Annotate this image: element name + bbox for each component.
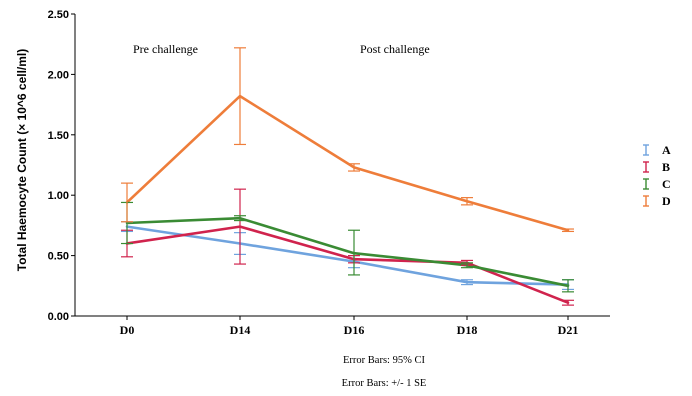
error-bar-d [348, 163, 360, 172]
legend-label: C [662, 177, 671, 191]
error-bar-b [562, 299, 574, 306]
y-axis-label: Total Haemocyte Count (× 10^6 cell/ml) [15, 49, 29, 272]
annotation-post-challenge: Post challenge [360, 42, 430, 56]
annotation-pre-challenge: Pre challenge [133, 42, 198, 56]
error-bar-d [234, 47, 246, 146]
error-bar-c [348, 229, 360, 276]
error-bars-note-ci: Error Bars: 95% CI [343, 355, 425, 366]
error-bar-a [461, 279, 473, 286]
series-lines [125, 94, 570, 305]
legend-label: D [662, 194, 671, 208]
error-bar-d [461, 197, 473, 206]
error-bars [121, 47, 574, 306]
error-bar-c [562, 279, 574, 293]
x-tick-label: D18 [457, 323, 478, 337]
y-tick-label: 1.50 [48, 130, 69, 142]
x-tick-labels: D0 D14 D16 D18 D21 [120, 323, 579, 337]
y-tick-label: 0.50 [48, 251, 69, 263]
error-bar-d [562, 228, 574, 233]
y-tick-labels: 0.00 0.50 1.00 1.50 2.00 2.50 [48, 9, 69, 323]
x-tick-label: D0 [120, 323, 135, 337]
x-tick-label: D16 [344, 323, 365, 337]
error-bar-d [121, 182, 133, 223]
y-tick-label: 0.00 [48, 311, 69, 323]
series-line-d [125, 94, 570, 232]
y-tick-label: 1.00 [48, 190, 69, 202]
legend-item-b: B [643, 160, 670, 174]
error-bar-b [234, 188, 246, 265]
chart-axes [71, 13, 610, 320]
legend-label: A [662, 143, 671, 157]
y-tick-label: 2.50 [48, 9, 69, 21]
legend-label: B [662, 160, 670, 174]
legend-item-c: C [643, 177, 671, 191]
y-tick-label: 2.00 [48, 69, 69, 81]
series-line-b [125, 225, 570, 305]
x-tick-label: D21 [558, 323, 579, 337]
x-tick-label: D14 [230, 323, 251, 337]
error-bar-c [234, 215, 246, 222]
legend-item-d: D [643, 194, 671, 208]
error-bar-c [461, 262, 473, 269]
error-bars-note-se: Error Bars: +/- 1 SE [342, 378, 427, 389]
legend-item-a: A [643, 143, 671, 157]
